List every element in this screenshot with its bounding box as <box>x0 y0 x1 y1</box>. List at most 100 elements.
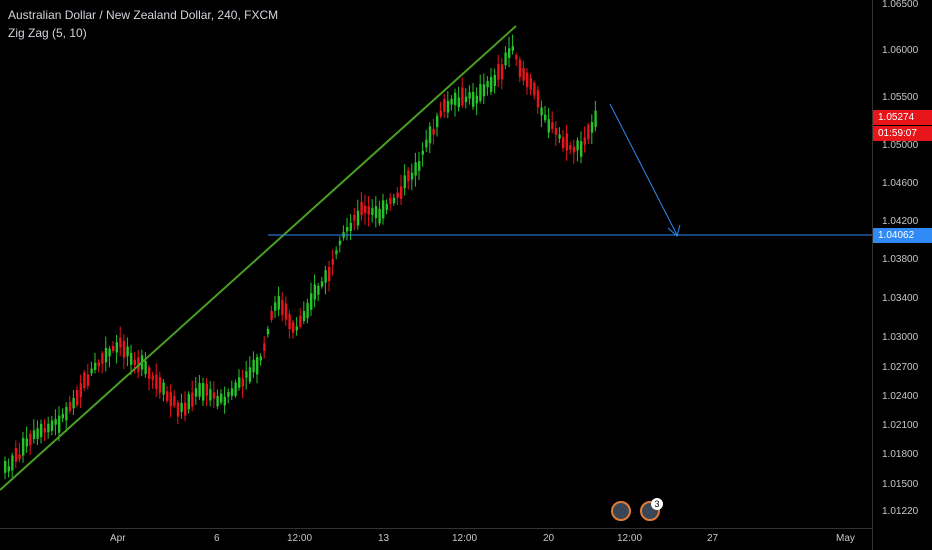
trend-arrow-line[interactable] <box>609 103 678 236</box>
candle-body <box>61 413 64 419</box>
chart-area[interactable]: Australian Dollar / New Zealand Dollar, … <box>0 0 872 528</box>
time-tick: 12:00 <box>617 533 643 544</box>
candles <box>4 34 597 480</box>
candle-body <box>205 383 208 396</box>
candle-body <box>115 342 118 353</box>
candle-body <box>234 382 237 396</box>
candle-body <box>482 84 486 97</box>
candle-body <box>104 347 108 363</box>
candle-body <box>227 391 230 397</box>
candle-body <box>263 343 266 351</box>
candle-body <box>11 455 14 471</box>
candle-body <box>277 296 280 310</box>
zigzag-line[interactable] <box>0 25 517 491</box>
candle-body <box>418 161 421 171</box>
candle-body <box>414 162 417 176</box>
candle-body <box>425 139 428 148</box>
candle-body <box>83 372 86 389</box>
price-tick: 1.02400 <box>882 391 919 402</box>
time-tick: 12:00 <box>452 533 478 544</box>
candle-body <box>328 267 331 282</box>
price-tick: 1.01220 <box>882 506 919 517</box>
candle-body <box>47 423 50 433</box>
candle-body <box>583 137 586 145</box>
current-price-tag: 1.05274 <box>873 110 932 125</box>
bar-countdown-tag: 01:59:07 <box>873 126 932 141</box>
candle-body <box>547 119 550 133</box>
price-tick: 1.06000 <box>882 45 919 56</box>
price-tick: 1.06500 <box>882 0 919 10</box>
candle-body <box>554 128 558 136</box>
candle-body <box>396 192 399 198</box>
candle-body <box>202 383 205 401</box>
candle-body <box>65 406 68 421</box>
candle-body <box>144 360 147 375</box>
candle-body <box>119 337 122 348</box>
price-tick: 1.03400 <box>882 293 919 304</box>
candle-body <box>479 84 482 102</box>
candle-body <box>364 205 367 214</box>
time-tick: 13 <box>378 533 390 544</box>
candle-body <box>360 201 363 216</box>
symbol-title: Australian Dollar / New Zealand Dollar, … <box>8 8 279 22</box>
candle-body <box>151 375 154 381</box>
candle-body <box>108 348 111 357</box>
candle-body <box>76 390 79 406</box>
candle-body <box>490 76 493 92</box>
event-count-badge: 3 <box>651 498 663 510</box>
time-tick: 6 <box>214 533 220 544</box>
candle-body <box>18 454 21 460</box>
candle-body <box>130 353 133 365</box>
candle-body <box>518 59 522 77</box>
candle-body <box>551 122 554 130</box>
candle-body <box>428 126 432 144</box>
price-tick: 1.02700 <box>882 362 919 373</box>
candle-body <box>180 403 183 412</box>
candle-body <box>223 396 226 406</box>
candle-body <box>468 92 471 99</box>
candle-body <box>133 359 136 365</box>
price-tick: 1.01800 <box>882 449 919 460</box>
earth-icon[interactable] <box>611 501 631 521</box>
candle-body <box>79 383 82 398</box>
candle-body <box>72 397 75 409</box>
candle-body <box>504 52 507 66</box>
price-axis[interactable]: 1.06500 1.06000 1.05500 1.05000 1.04600 … <box>872 0 932 550</box>
candle-body <box>526 72 529 88</box>
candle-body <box>544 114 547 121</box>
candle-body <box>331 258 334 265</box>
candle-body <box>349 222 352 232</box>
candle-body <box>572 146 576 153</box>
candle-body <box>241 378 244 387</box>
candle-body <box>54 418 57 425</box>
candle-body <box>353 214 356 221</box>
candle-body <box>97 362 100 367</box>
candle-body <box>58 415 61 433</box>
candle-body <box>317 285 320 295</box>
candle-body <box>392 197 396 204</box>
candle-body <box>320 281 324 287</box>
candle-body <box>259 356 262 361</box>
time-axis[interactable]: Apr 6 12:00 13 12:00 20 12:00 27 May <box>0 528 872 550</box>
candle-body <box>346 226 349 232</box>
time-tick: Apr <box>110 533 126 544</box>
candle-body <box>191 392 194 407</box>
candle-body <box>569 145 572 150</box>
candle-body <box>90 368 93 374</box>
candle-body <box>302 311 306 322</box>
candle-body <box>238 377 241 388</box>
candle-body <box>122 340 126 358</box>
candle-body <box>436 115 439 128</box>
candle-body <box>407 170 410 182</box>
price-chart[interactable] <box>0 0 872 528</box>
price-tick: 1.05000 <box>882 140 919 151</box>
candle-body <box>209 389 212 401</box>
candle-body <box>464 96 468 103</box>
candle-body <box>324 270 327 283</box>
candle-body <box>367 206 370 215</box>
candle-body <box>310 293 313 310</box>
candle-body <box>389 197 392 204</box>
candle-body <box>533 82 536 96</box>
candle-body <box>576 140 579 151</box>
candle-body <box>32 430 36 440</box>
